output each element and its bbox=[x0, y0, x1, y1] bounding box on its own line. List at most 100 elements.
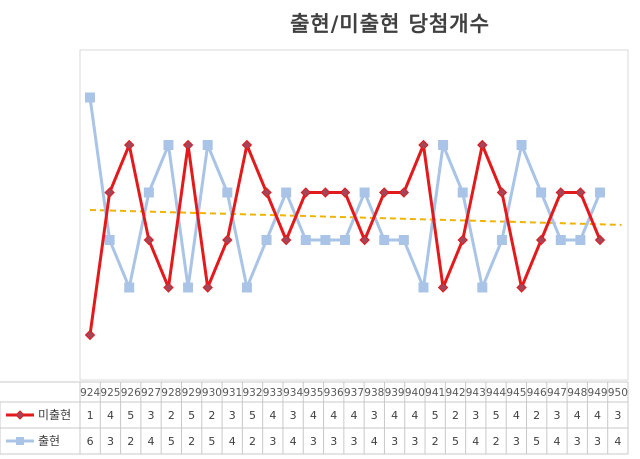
table-cell-value: 3 bbox=[107, 435, 114, 448]
legend-series-name: 미출현 bbox=[38, 408, 71, 422]
category-label: 936 bbox=[324, 387, 344, 399]
data-point-marker bbox=[85, 92, 95, 103]
data-point-marker bbox=[202, 282, 213, 293]
data-point-marker bbox=[555, 235, 566, 245]
data-point-marker bbox=[379, 235, 390, 245]
data-point-marker bbox=[84, 329, 96, 341]
category-label: 934 bbox=[283, 387, 303, 399]
table-cell-value: 3 bbox=[330, 435, 337, 448]
category-label: 924 bbox=[80, 387, 100, 399]
series-layer bbox=[84, 92, 606, 341]
data-point-marker bbox=[104, 235, 115, 245]
table-cell-value: 4 bbox=[290, 435, 297, 448]
table-cell-value: 4 bbox=[391, 409, 398, 422]
data-point-marker bbox=[163, 140, 174, 150]
table-cell-value: 3 bbox=[371, 409, 378, 422]
table-cell-value: 2 bbox=[249, 435, 256, 448]
table-cell-value: 3 bbox=[614, 409, 621, 422]
table-cell-value: 2 bbox=[168, 409, 175, 422]
category-label: 950 bbox=[608, 387, 628, 399]
table-cell-value: 3 bbox=[472, 409, 479, 422]
data-point-marker bbox=[555, 187, 566, 198]
category-label: 925 bbox=[100, 387, 120, 399]
chart-title: 출현/미출현 당첨개수 bbox=[290, 12, 490, 36]
table-cell-value: 4 bbox=[229, 435, 236, 448]
data-table-labels: 924 925 926 927 928 929 930 931 932 933 934 935 936 9… bbox=[6, 387, 628, 448]
table-cell-value: 5 bbox=[493, 409, 500, 422]
data-point-marker bbox=[477, 282, 488, 293]
table-cell-value: 3 bbox=[229, 409, 236, 422]
table-cell-value: 3 bbox=[148, 409, 155, 422]
table-cell-value: 5 bbox=[127, 409, 134, 422]
table-cell-value: 6 bbox=[87, 435, 94, 448]
data-point-marker bbox=[124, 139, 135, 151]
table-cell-value: 5 bbox=[432, 409, 439, 422]
category-label: 928 bbox=[161, 387, 181, 399]
data-point-marker bbox=[457, 234, 468, 246]
category-label: 947 bbox=[547, 387, 567, 399]
legend-key-marker bbox=[16, 437, 24, 445]
table-cell-value: 3 bbox=[411, 435, 418, 448]
data-point-marker bbox=[575, 235, 586, 245]
table-cell-value: 2 bbox=[533, 409, 540, 422]
table-cell-value: 4 bbox=[351, 409, 358, 422]
category-label: 943 bbox=[466, 387, 486, 399]
table-cell-value: 3 bbox=[310, 435, 317, 448]
data-point-marker bbox=[437, 282, 449, 293]
table-cell-value: 2 bbox=[432, 435, 439, 448]
data-point-marker bbox=[104, 187, 115, 198]
table-cell-value: 4 bbox=[107, 409, 114, 422]
table-cell-value: 4 bbox=[594, 409, 601, 422]
table-cell-value: 3 bbox=[574, 435, 581, 448]
table-cell-value: 4 bbox=[269, 409, 276, 422]
data-table-grid bbox=[0, 381, 629, 455]
data-point-marker bbox=[124, 282, 135, 293]
data-point-marker bbox=[222, 187, 233, 198]
category-label: 942 bbox=[445, 387, 465, 399]
data-point-marker bbox=[143, 187, 154, 198]
table-cell-value: 2 bbox=[493, 435, 500, 448]
category-label: 944 bbox=[486, 387, 506, 399]
data-point-marker bbox=[516, 282, 527, 293]
table-cell-value: 4 bbox=[148, 435, 155, 448]
table-cell-value: 3 bbox=[290, 409, 297, 422]
category-label: 927 bbox=[141, 387, 161, 399]
table-cell-value: 4 bbox=[310, 409, 317, 422]
category-label: 932 bbox=[242, 387, 262, 399]
data-point-marker bbox=[379, 187, 390, 198]
category-label: 939 bbox=[385, 387, 405, 399]
data-point-marker bbox=[320, 235, 331, 245]
table-cell-value: 4 bbox=[472, 435, 479, 448]
table-cell-value: 3 bbox=[269, 435, 276, 448]
data-point-marker bbox=[438, 140, 449, 150]
category-label: 948 bbox=[567, 387, 587, 399]
category-label: 941 bbox=[425, 387, 445, 399]
category-label: 940 bbox=[405, 387, 425, 399]
data-point-marker bbox=[222, 234, 233, 246]
data-point-marker bbox=[261, 187, 272, 198]
category-label: 945 bbox=[506, 387, 526, 399]
table-cell-value: 3 bbox=[351, 435, 358, 448]
data-point-marker bbox=[535, 234, 547, 246]
data-point-marker bbox=[163, 282, 174, 293]
data-point-marker bbox=[281, 187, 292, 198]
table-cell-value: 4 bbox=[574, 409, 581, 422]
data-point-marker bbox=[320, 187, 331, 198]
table-cell-value: 5 bbox=[249, 409, 256, 422]
data-point-marker bbox=[261, 235, 272, 245]
data-point-marker bbox=[536, 187, 547, 198]
category-label: 933 bbox=[263, 387, 283, 399]
data-point-marker bbox=[418, 139, 429, 151]
table-cell-value: 5 bbox=[533, 435, 540, 448]
table-cell-value: 3 bbox=[553, 409, 560, 422]
category-label: 926 bbox=[121, 387, 141, 399]
data-point-marker bbox=[594, 234, 606, 246]
table-cell-value: 2 bbox=[127, 435, 134, 448]
table-cell-value: 4 bbox=[411, 409, 418, 422]
category-label: 949 bbox=[588, 387, 608, 399]
data-point-marker bbox=[340, 235, 350, 245]
table-cell-value: 2 bbox=[452, 409, 459, 422]
table-cell-value: 1 bbox=[87, 409, 94, 422]
data-point-marker bbox=[202, 140, 213, 150]
table-cell-value: 5 bbox=[452, 435, 459, 448]
